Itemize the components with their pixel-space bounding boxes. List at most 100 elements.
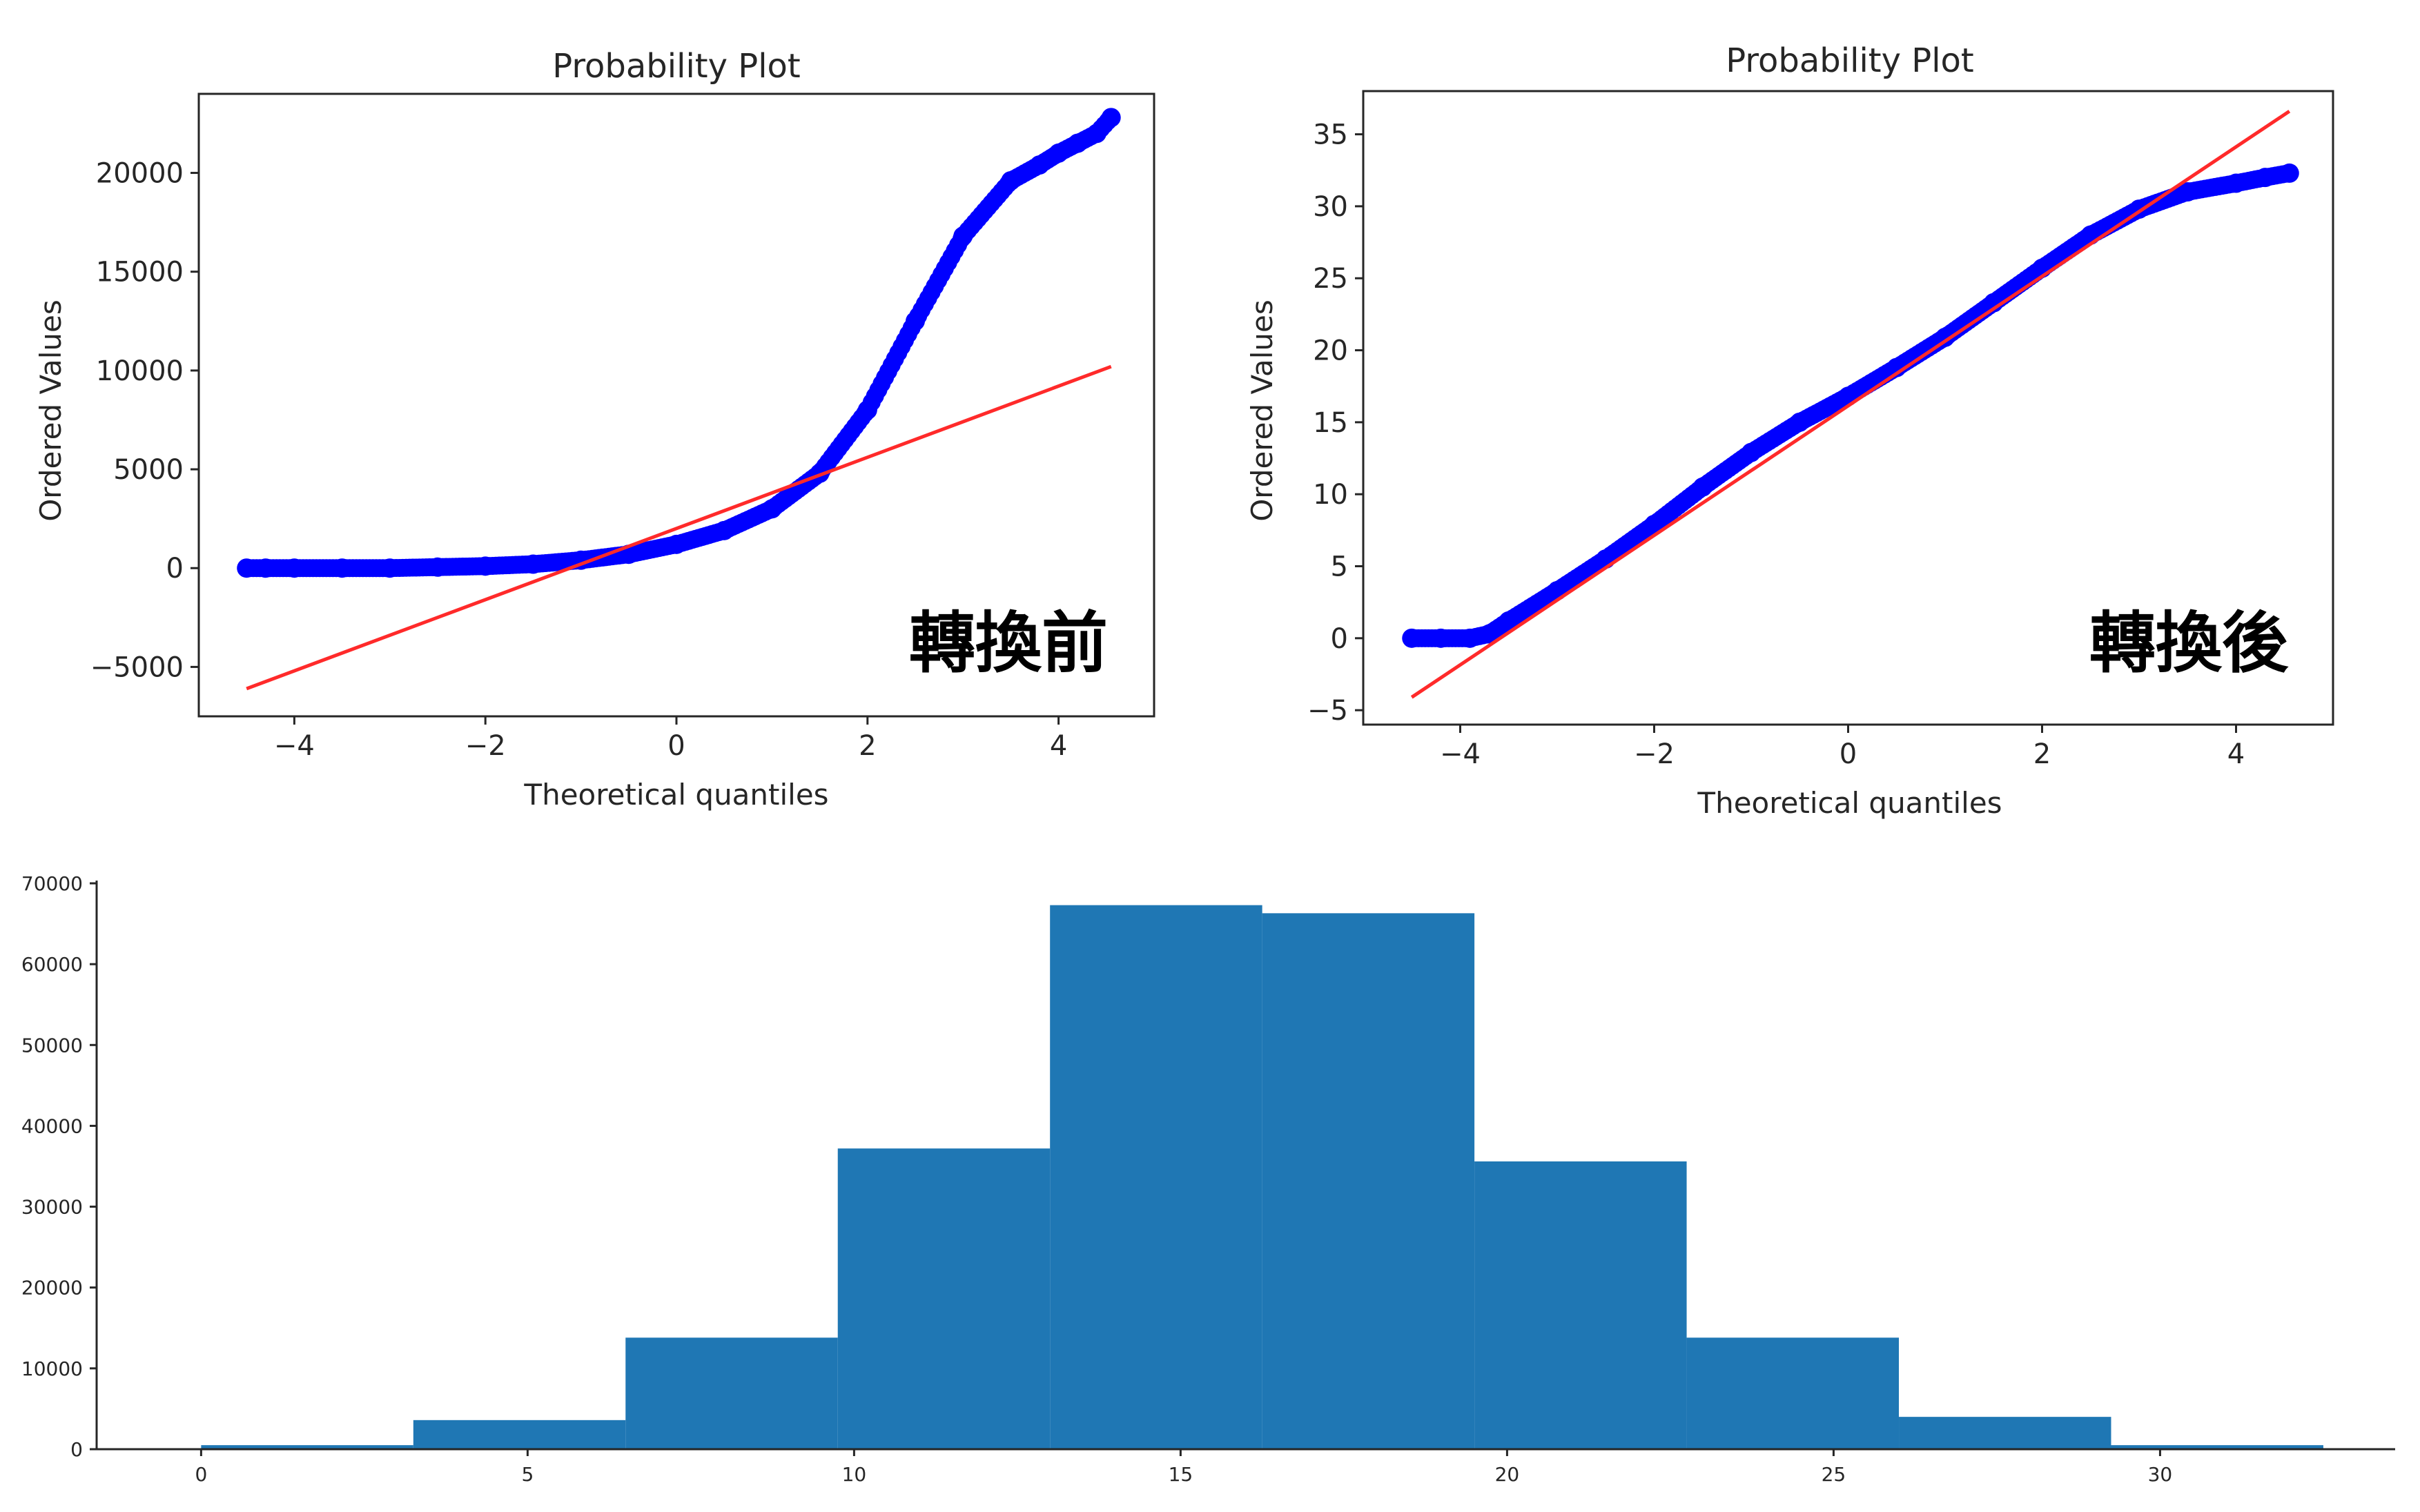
data-point bbox=[1001, 170, 1021, 190]
histogram-bar bbox=[2111, 1445, 2323, 1449]
data-point bbox=[1402, 628, 1422, 648]
y-tick-label: 20 bbox=[1313, 335, 1348, 367]
x-axis-label: Theoretical quantiles bbox=[1697, 786, 2002, 820]
y-tick-label: 30000 bbox=[21, 1196, 83, 1219]
histogram: 0 5 10 15 20 25 30 0 10000 20000 30000 40000 50000 60… bbox=[21, 872, 2395, 1486]
y-tick-label: −5 bbox=[1307, 695, 1348, 727]
y-tick-label: 60000 bbox=[21, 953, 83, 976]
data-point bbox=[2226, 173, 2246, 193]
y-tick-label: 35 bbox=[1313, 119, 1348, 151]
x-tick-label: 10 bbox=[842, 1463, 867, 1486]
x-tick-label: 5 bbox=[521, 1463, 534, 1486]
data-point bbox=[1499, 611, 1519, 631]
data-point bbox=[953, 226, 973, 246]
histogram-bar bbox=[1262, 913, 1475, 1449]
data-point bbox=[1431, 628, 1451, 648]
data-point bbox=[2080, 225, 2100, 245]
data-point bbox=[857, 400, 877, 420]
fit-line bbox=[246, 364, 1112, 691]
x-tick-label: 20 bbox=[1495, 1463, 1520, 1486]
histogram-bar bbox=[413, 1420, 626, 1449]
x-tick-label: 25 bbox=[1822, 1463, 1846, 1486]
data-point bbox=[1068, 133, 1088, 153]
y-tick-label: 10000 bbox=[21, 1357, 83, 1380]
data-point bbox=[2178, 182, 2198, 202]
x-tick-label: 2 bbox=[2033, 738, 2051, 770]
y-tick-label: 20000 bbox=[21, 1277, 83, 1299]
y-tick-label: 0 bbox=[70, 1438, 83, 1461]
data-point bbox=[667, 534, 686, 554]
data-point bbox=[1029, 155, 1049, 175]
y-tick-label: 20000 bbox=[96, 158, 184, 190]
data-point bbox=[1101, 108, 1121, 128]
data-point bbox=[476, 556, 496, 576]
data-point bbox=[1935, 327, 1955, 347]
y-tick-label: 70000 bbox=[21, 872, 83, 895]
histogram-bar bbox=[1050, 905, 1262, 1449]
data-point bbox=[1741, 442, 1761, 462]
y-tick-label: 25 bbox=[1313, 263, 1348, 295]
histogram-bar bbox=[1474, 1161, 1687, 1449]
data-point bbox=[906, 311, 925, 331]
data-point bbox=[2279, 163, 2299, 183]
histogram-bar bbox=[837, 1148, 1051, 1449]
y-tick-label: 0 bbox=[166, 553, 184, 585]
plot-title: Probability Plot bbox=[1726, 41, 1973, 80]
data-point bbox=[762, 499, 782, 519]
fit-line bbox=[1410, 110, 2291, 699]
y-tick-label: −5000 bbox=[90, 651, 184, 683]
data-point bbox=[523, 554, 543, 574]
y-tick-label: 15 bbox=[1313, 407, 1348, 439]
data-point bbox=[1048, 143, 1068, 163]
y-tick-label: 5 bbox=[1331, 551, 1348, 583]
probability-plot-after: −4 −2 0 2 4 −5 0 5 10 15 20 25 30 35 Probability Plot T… bbox=[1245, 41, 2334, 820]
histogram-bar bbox=[625, 1337, 838, 1449]
histogram-bar bbox=[1899, 1417, 2111, 1449]
y-tick-label: 10000 bbox=[96, 355, 184, 387]
x-tick-label: 30 bbox=[2148, 1463, 2173, 1486]
data-point bbox=[1886, 357, 1906, 377]
x-tick-label: 0 bbox=[667, 730, 685, 762]
x-tick-label: 0 bbox=[195, 1463, 207, 1486]
probability-plot-before: −4 −2 0 2 4 −5000 0 5000 10000 15000 20000 Probabil… bbox=[34, 47, 1155, 812]
y-tick-label: 5000 bbox=[113, 454, 184, 486]
x-tick-label: 0 bbox=[1840, 738, 1857, 770]
x-tick-label: 4 bbox=[2227, 738, 2245, 770]
y-tick-label: 50000 bbox=[21, 1034, 83, 1057]
x-tick-label: 15 bbox=[1169, 1463, 1193, 1486]
data-point bbox=[380, 558, 400, 578]
histogram-bar bbox=[1686, 1337, 1900, 1449]
data-point bbox=[428, 557, 447, 577]
y-tick-label: 40000 bbox=[21, 1115, 83, 1137]
plot-title: Probability Plot bbox=[552, 47, 800, 86]
x-tick-label: −2 bbox=[1634, 738, 1675, 770]
y-axis-label: Ordered Values bbox=[34, 300, 68, 522]
data-point bbox=[1460, 628, 1480, 648]
x-axis-label: Theoretical quantiles bbox=[523, 778, 828, 812]
data-point bbox=[1644, 514, 1664, 534]
y-tick-label: 30 bbox=[1313, 191, 1348, 223]
y-tick-label: 0 bbox=[1331, 623, 1348, 655]
annotation-before: 轉換前 bbox=[909, 605, 1108, 682]
x-tick-label: −2 bbox=[465, 730, 506, 762]
data-point bbox=[714, 520, 734, 540]
x-tick-label: −4 bbox=[1440, 738, 1481, 770]
data-point bbox=[284, 558, 304, 578]
annotation-after: 轉換後 bbox=[2089, 605, 2289, 682]
x-tick-label: 2 bbox=[859, 730, 876, 762]
data-point bbox=[1790, 412, 1810, 432]
x-tick-label: 4 bbox=[1050, 730, 1067, 762]
data-point bbox=[332, 558, 352, 578]
data-point bbox=[1086, 124, 1106, 144]
y-tick-label: 15000 bbox=[96, 257, 184, 288]
histogram-bar bbox=[201, 1445, 413, 1449]
y-axis-label: Ordered Values bbox=[1245, 300, 1279, 522]
x-tick-label: −4 bbox=[274, 730, 315, 762]
data-point bbox=[237, 558, 257, 578]
data-point bbox=[1692, 477, 1712, 497]
y-tick-label: 10 bbox=[1313, 479, 1348, 511]
data-point bbox=[2255, 168, 2275, 188]
data-point bbox=[1479, 624, 1499, 644]
data-point bbox=[255, 558, 275, 578]
